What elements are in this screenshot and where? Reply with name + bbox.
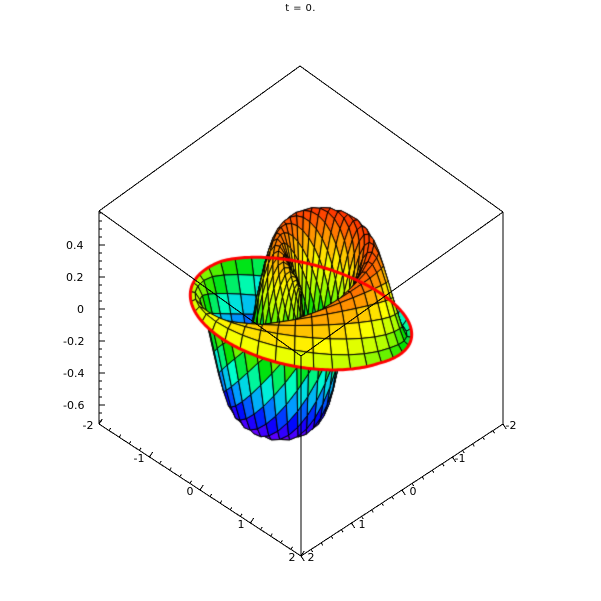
y-axis-minor-tick: [472, 443, 475, 447]
x-axis-minor-tick: [260, 526, 263, 530]
x-tick-label-3: 1: [237, 517, 245, 531]
y-axis-minor-tick: [340, 529, 344, 533]
x-axis-minor-tick: [219, 500, 223, 504]
x-tick-label-2: 0: [186, 484, 194, 498]
y-axis-minor-tick: [421, 476, 425, 480]
x-axis-major-tick: [149, 451, 154, 458]
y-tick-label-0: 2: [307, 550, 315, 564]
x-axis-minor-tick: [280, 540, 283, 544]
y-axis-minor-tick: [462, 450, 465, 454]
box-edge-front-right-top: [300, 211, 504, 357]
x-axis-minor-tick: [270, 533, 273, 537]
y-axis-minor-tick: [320, 542, 324, 546]
x-axis-minor-tick: [229, 507, 233, 511]
y-tick-label-2: 0: [409, 484, 417, 498]
x-tick-label-4: 2: [288, 550, 296, 564]
z-tick-label-0: 0.4: [66, 238, 84, 252]
y-axis-minor-tick: [391, 496, 394, 500]
y-axis-major-tick: [351, 522, 356, 529]
y-axis-minor-tick: [371, 509, 374, 513]
y-axis-minor-tick: [441, 463, 445, 467]
z-tick-label-4: -0.4: [63, 366, 85, 380]
axes-group: [98, 65, 507, 562]
x-axis-minor-tick: [118, 434, 122, 438]
x-axis-major-tick: [250, 517, 255, 524]
y-tick-label-1: 1: [358, 517, 366, 531]
x-axis-major-tick: [199, 484, 204, 491]
x-axis-minor-tick: [128, 441, 132, 445]
x-axis-minor-tick: [159, 460, 162, 464]
box-edge-front-left-top: [98, 210, 302, 357]
y-axis-major-tick: [401, 489, 406, 496]
y-axis-minor-tick: [431, 469, 435, 473]
x-axis-minor-tick: [189, 480, 192, 484]
x-axis-minor-tick: [169, 467, 172, 471]
x-axis-minor-tick: [209, 493, 213, 497]
x-tick-label-1: -1: [133, 451, 145, 465]
y-axis-minor-tick: [381, 502, 384, 506]
y-axis-major-tick: [502, 423, 507, 430]
z-tick-label-3: -0.2: [63, 334, 85, 348]
x-axis-minor-tick: [239, 513, 243, 517]
x-axis-minor-tick: [138, 447, 142, 451]
y-axis-minor-tick: [310, 549, 314, 553]
y-axis-minor-tick: [411, 483, 415, 487]
y-axis-minor-tick: [492, 430, 495, 434]
x-tick-label-0: -2: [82, 418, 94, 432]
y-tick-label-4: -2: [505, 418, 517, 432]
y-axis-minor-tick: [330, 535, 334, 539]
y-axis-major-tick: [452, 456, 457, 463]
box-edge-back-left: [98, 65, 301, 212]
x-axis-minor-tick: [290, 546, 293, 550]
box-edge-back-right: [299, 65, 504, 213]
z-tick-label-5: -0.6: [63, 398, 85, 412]
x-axis-minor-tick: [179, 474, 182, 478]
z-tick-label-1: 0.2: [66, 270, 84, 284]
x-axis-minor-tick: [108, 427, 112, 431]
y-axis-major-tick: [300, 555, 305, 562]
z-tick-label-2: 0: [77, 302, 84, 316]
y-axis-minor-tick: [361, 516, 364, 520]
y-axis-minor-tick: [482, 436, 485, 440]
y-tick-label-3: -1: [454, 451, 466, 465]
x-axis-major-tick: [300, 550, 305, 557]
